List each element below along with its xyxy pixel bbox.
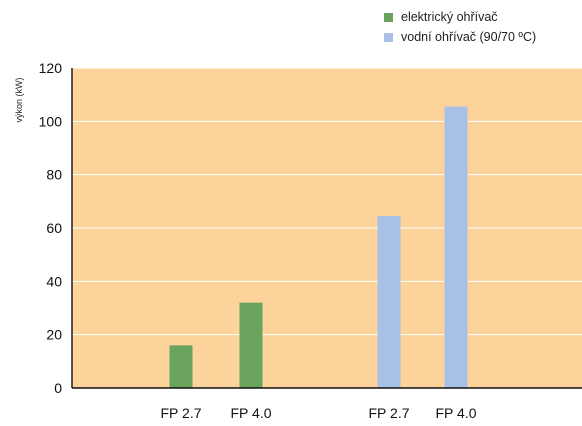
legend-swatch-electric xyxy=(384,12,393,22)
bar-series1-2 xyxy=(239,302,263,388)
y-tick-label-40: 40 xyxy=(46,273,62,289)
y-tick-label-20: 20 xyxy=(46,327,62,343)
y-tick-label-60: 60 xyxy=(46,220,62,236)
legend-label-water: vodní ohřívač (90/70 ºC) xyxy=(401,30,537,44)
y-tick-label-0: 0 xyxy=(54,380,62,396)
legend: elektrický ohřívač vodní ohřívač (90/70 … xyxy=(384,7,536,47)
bar-series2-1 xyxy=(377,216,401,388)
y-axis-title: výkon (kW) xyxy=(14,77,24,122)
legend-label-electric: elektrický ohřívač xyxy=(401,10,498,24)
y-tick-label-100: 100 xyxy=(39,113,63,129)
y-tick-label-120: 120 xyxy=(39,60,63,76)
y-tick-label-80: 80 xyxy=(46,167,62,183)
x-category-label-1: FP 2.7 xyxy=(161,405,202,421)
legend-swatch-water xyxy=(384,32,393,42)
bar-series1-1 xyxy=(169,345,193,388)
x-category-label-2: FP 4.0 xyxy=(231,405,272,421)
x-category-label-3: FP 2.7 xyxy=(369,405,410,421)
legend-item-electric: elektrický ohřívač xyxy=(384,7,536,27)
legend-item-water: vodní ohřívač (90/70 ºC) xyxy=(384,27,536,47)
bar-series2-2 xyxy=(444,106,468,389)
x-category-label-4: FP 4.0 xyxy=(436,405,477,421)
